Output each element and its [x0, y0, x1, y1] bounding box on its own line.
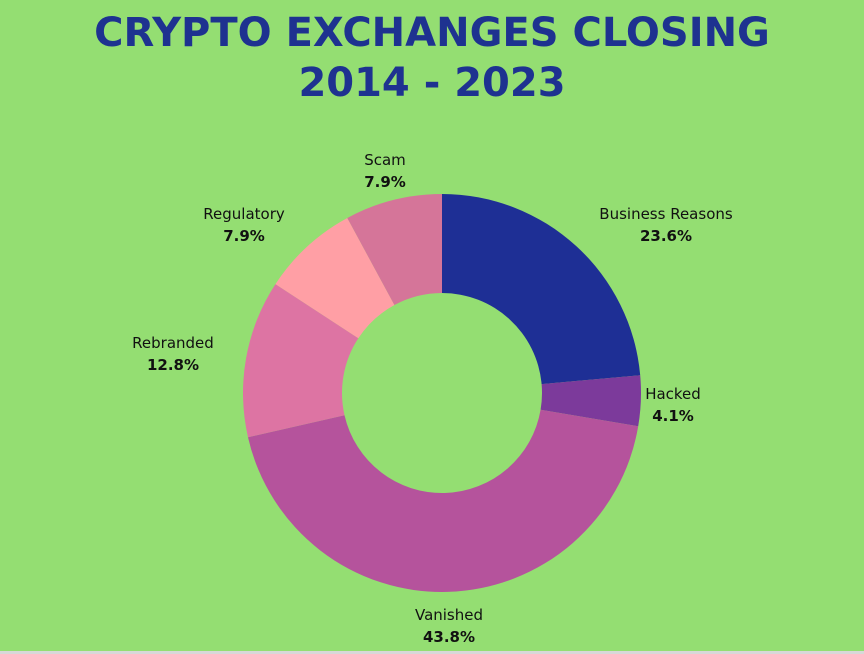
- slice-value-regulatory: 7.9%: [223, 227, 265, 245]
- slice-labels: Business Reasons 23.6% Hacked 4.1% Vanished 4…: [132, 151, 733, 646]
- slice-vanished: [247, 409, 639, 592]
- slice-value-hacked: 4.1%: [652, 407, 694, 425]
- title-line-2: 2014 - 2023: [298, 60, 566, 106]
- slice-label-vanished: Vanished: [415, 606, 483, 624]
- slice-regulatory: [275, 217, 395, 339]
- slice-label-rebranded: Rebranded: [132, 334, 214, 352]
- slice-label-regulatory: Regulatory: [203, 205, 285, 223]
- slice-value-vanished: 43.8%: [423, 628, 475, 646]
- title-line-1: CRYPTO EXCHANGES CLOSING: [94, 10, 770, 56]
- slice-label-scam: Scam: [364, 151, 406, 169]
- chart-title: CRYPTO EXCHANGES CLOSING 2014 - 2023: [0, 8, 864, 108]
- slice-value-rebranded: 12.8%: [147, 356, 199, 374]
- slice-value-business-reasons: 23.6%: [640, 227, 692, 245]
- donut-slices: [243, 194, 642, 592]
- bottom-strip: [0, 651, 864, 654]
- slice-label-hacked: Hacked: [645, 385, 701, 403]
- slice-business-reasons: [442, 194, 641, 385]
- slice-label-business-reasons: Business Reasons: [599, 205, 733, 223]
- slice-value-scam: 7.9%: [364, 173, 406, 191]
- slice-hacked: [540, 375, 642, 427]
- slice-scam: [347, 194, 442, 306]
- slice-rebranded: [243, 284, 359, 438]
